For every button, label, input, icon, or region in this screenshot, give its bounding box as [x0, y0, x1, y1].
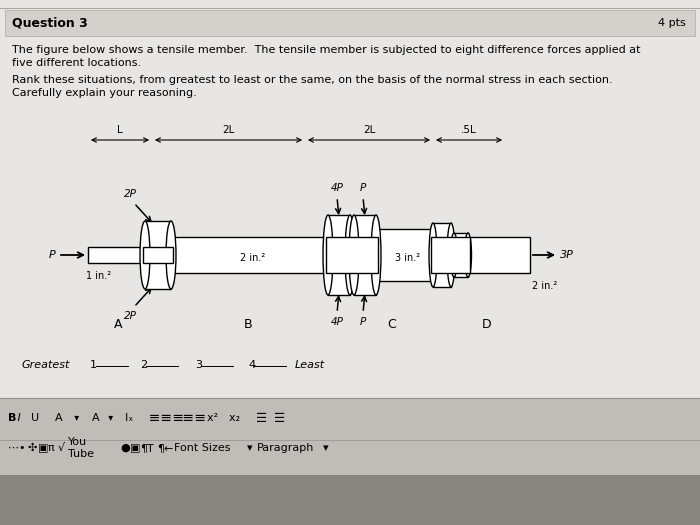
Bar: [171, 237, 335, 273]
Text: √: √: [58, 443, 65, 453]
Text: A: A: [85, 413, 99, 423]
Text: P: P: [360, 317, 366, 327]
Bar: [376, 229, 440, 281]
Text: 3P: 3P: [560, 250, 574, 260]
Text: Least: Least: [295, 360, 325, 370]
Bar: [145, 221, 171, 289]
Text: ▣: ▣: [130, 443, 141, 453]
Text: ▾: ▾: [102, 413, 113, 423]
Bar: [5, 10, 695, 36]
Text: A: A: [113, 319, 122, 331]
Ellipse shape: [451, 233, 458, 277]
Bar: [433, 223, 451, 287]
Text: I: I: [13, 413, 20, 423]
Text: ●: ●: [120, 443, 130, 453]
Text: Paragraph: Paragraph: [257, 443, 314, 453]
Text: 2: 2: [140, 360, 147, 370]
Ellipse shape: [140, 221, 150, 289]
Text: ▾: ▾: [247, 443, 253, 453]
Text: 4 pts: 4 pts: [658, 18, 686, 28]
Text: ¶T: ¶T: [140, 443, 154, 453]
Text: ≡: ≡: [140, 411, 160, 425]
Bar: [0, 398, 700, 525]
Text: 3 in.²: 3 in.²: [395, 253, 421, 263]
Text: Iₓ: Iₓ: [118, 413, 133, 423]
Ellipse shape: [429, 223, 437, 287]
Text: The figure below shows a tensile member.  The tensile member is subjected to eig: The figure below shows a tensile member.…: [12, 45, 640, 55]
Text: D: D: [482, 319, 492, 331]
Text: ⋯: ⋯: [8, 443, 19, 453]
Text: Question 3: Question 3: [12, 16, 88, 29]
Text: ≡: ≡: [167, 411, 183, 425]
Ellipse shape: [323, 215, 333, 295]
Ellipse shape: [349, 215, 359, 295]
Text: 2 in.²: 2 in.²: [240, 253, 265, 263]
Ellipse shape: [447, 223, 455, 287]
Text: P: P: [360, 183, 366, 193]
Ellipse shape: [345, 215, 355, 295]
Text: 2P: 2P: [124, 189, 136, 199]
Bar: [431, 237, 470, 273]
Text: U: U: [25, 413, 40, 423]
Bar: [468, 237, 530, 273]
Text: 2P: 2P: [124, 311, 136, 321]
Text: ☰: ☰: [267, 412, 286, 425]
Bar: [0, 475, 700, 525]
Text: Font Sizes: Font Sizes: [174, 443, 230, 453]
Text: ≡: ≡: [190, 411, 206, 425]
Text: ▾: ▾: [69, 413, 80, 423]
Text: 4P: 4P: [330, 317, 344, 327]
Text: 1: 1: [90, 360, 97, 370]
Text: .5L: .5L: [461, 125, 477, 135]
Text: x²: x²: [200, 413, 218, 423]
Text: You
Tube: You Tube: [68, 437, 94, 459]
Ellipse shape: [166, 221, 176, 289]
Text: P: P: [48, 250, 55, 260]
Text: A: A: [41, 413, 62, 423]
Text: five different locations.: five different locations.: [12, 58, 141, 68]
Bar: [328, 215, 350, 295]
Text: B: B: [244, 319, 252, 331]
Bar: [354, 215, 376, 295]
Text: ▣: ▣: [38, 443, 48, 453]
Bar: [326, 237, 378, 273]
Text: L: L: [117, 125, 123, 135]
Text: 1 in.²: 1 in.²: [86, 271, 111, 281]
Text: Rank these situations, from greatest to least or the same, on the basis of the n: Rank these situations, from greatest to …: [12, 75, 612, 85]
Text: ▾: ▾: [323, 443, 328, 453]
Text: 4P: 4P: [330, 183, 344, 193]
Bar: [88, 247, 152, 263]
Text: 2 in.²: 2 in.²: [532, 281, 557, 291]
Text: 2L: 2L: [223, 125, 234, 135]
Text: x₂: x₂: [223, 413, 241, 423]
Ellipse shape: [371, 215, 381, 295]
Text: C: C: [388, 319, 396, 331]
Text: Carefully explain your reasoning.: Carefully explain your reasoning.: [12, 88, 197, 98]
Text: π: π: [48, 443, 55, 453]
Text: B: B: [8, 413, 16, 423]
Text: ≡: ≡: [157, 411, 172, 425]
Bar: [454, 233, 468, 277]
Text: ≡: ≡: [178, 411, 195, 425]
Ellipse shape: [465, 233, 472, 277]
Text: 2L: 2L: [363, 125, 375, 135]
Text: •: •: [18, 443, 25, 453]
Bar: [143, 247, 173, 263]
Text: ¶←: ¶←: [157, 443, 174, 453]
Text: ☰: ☰: [244, 412, 267, 425]
Text: 3: 3: [195, 360, 202, 370]
Text: Greatest: Greatest: [22, 360, 71, 370]
Text: ✣: ✣: [28, 443, 37, 453]
Text: 4: 4: [248, 360, 255, 370]
